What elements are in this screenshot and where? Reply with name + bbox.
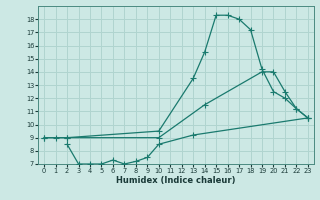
X-axis label: Humidex (Indice chaleur): Humidex (Indice chaleur) (116, 176, 236, 185)
